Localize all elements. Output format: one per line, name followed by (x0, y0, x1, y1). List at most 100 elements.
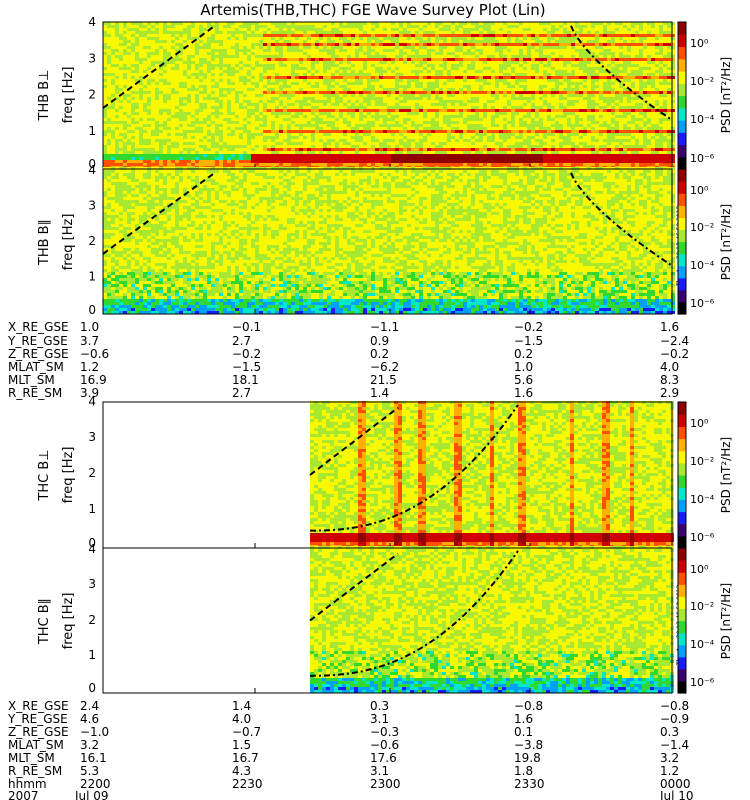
heatmap-cell (607, 142, 611, 145)
heatmap-cell (355, 67, 359, 70)
heatmap-cell (235, 163, 239, 166)
heatmap-cell (531, 94, 535, 97)
heatmap-cell (519, 82, 523, 85)
heatmap-cell (459, 76, 463, 79)
heatmap-cell (431, 103, 435, 106)
heatmap-cell (271, 67, 275, 70)
heatmap-cell (179, 145, 183, 148)
heatmap-cell (247, 115, 251, 118)
heatmap-cell (623, 100, 627, 103)
heatmap-cell (559, 82, 563, 85)
heatmap-cell (631, 148, 635, 151)
heatmap-cell (207, 97, 211, 100)
heatmap-cell (395, 136, 399, 139)
heatmap-cell (283, 118, 287, 121)
heatmap-cell (659, 154, 663, 157)
heatmap-cell (499, 112, 503, 115)
heatmap-cell (463, 142, 467, 145)
heatmap-cell (663, 79, 667, 82)
heatmap-cell (659, 67, 663, 70)
heatmap-cell (499, 160, 503, 163)
heatmap-cell (423, 88, 427, 91)
heatmap-cell (163, 133, 167, 136)
heatmap-cell (643, 91, 647, 94)
heatmap-cell (435, 160, 439, 163)
heatmap-cell (311, 118, 315, 121)
heatmap-cell (167, 97, 171, 100)
heatmap-cell (363, 97, 367, 100)
heatmap-cell (439, 139, 443, 142)
heatmap-cell (255, 73, 259, 76)
heatmap-cell (343, 82, 347, 85)
heatmap-cell (543, 127, 547, 130)
heatmap-cell (279, 103, 283, 106)
heatmap-cell (611, 130, 615, 133)
heatmap-cell (659, 94, 663, 97)
heatmap-cell (595, 112, 599, 115)
heatmap-cell (599, 130, 603, 133)
heatmap-cell (311, 148, 315, 151)
heatmap-cell (227, 127, 231, 130)
heatmap-cell (307, 103, 311, 106)
heatmap-cell (543, 103, 547, 106)
heatmap-cell (375, 124, 379, 127)
heatmap-cell (647, 109, 651, 112)
heatmap-cell (547, 148, 551, 151)
heatmap-cell (403, 100, 407, 103)
heatmap-cell (467, 151, 471, 154)
heatmap-cell (271, 154, 275, 157)
heatmap-cell (207, 88, 211, 91)
heatmap-cell (263, 109, 267, 112)
heatmap-cell (659, 157, 663, 160)
heatmap-cell (507, 112, 511, 115)
heatmap-cell (479, 64, 483, 67)
heatmap-cell (163, 145, 167, 148)
heatmap-cell (575, 103, 579, 106)
heatmap-cell (535, 85, 539, 88)
heatmap-cell (607, 106, 611, 109)
heatmap-cell (291, 79, 295, 82)
heatmap-cell (211, 76, 215, 79)
heatmap-cell (315, 148, 319, 151)
heatmap-cell (651, 118, 655, 121)
heatmap-cell (395, 115, 399, 118)
heatmap-cell (279, 151, 283, 154)
heatmap-cell (507, 124, 511, 127)
heatmap-cell (499, 127, 503, 130)
heatmap-cell (295, 100, 299, 103)
heatmap-cell (367, 157, 371, 160)
heatmap-cell (487, 67, 491, 70)
heatmap-cell (167, 118, 171, 121)
heatmap-cell (335, 124, 339, 127)
heatmap-cell (663, 67, 667, 70)
heatmap-cell (651, 127, 655, 130)
heatmap-cell (107, 160, 111, 163)
heatmap-cell (435, 100, 439, 103)
heatmap-cell (527, 160, 531, 163)
heatmap-cell (111, 142, 115, 145)
heatmap-cell (551, 76, 555, 79)
heatmap-cell (351, 94, 355, 97)
heatmap-cell (155, 139, 159, 142)
heatmap-cell (103, 142, 107, 145)
heatmap-cell (519, 148, 523, 151)
heatmap-cell (507, 109, 511, 112)
heatmap-cell (331, 112, 335, 115)
heatmap-cell (579, 109, 583, 112)
heatmap-cell (215, 103, 219, 106)
heatmap-cell (323, 82, 327, 85)
heatmap-cell (283, 106, 287, 109)
heatmap-cell (155, 124, 159, 127)
heatmap-cell (367, 100, 371, 103)
heatmap-cell (515, 109, 519, 112)
heatmap-cell (335, 67, 339, 70)
heatmap-cell (623, 88, 627, 91)
heatmap-cell (563, 115, 567, 118)
heatmap-cell (415, 103, 419, 106)
heatmap-cell (487, 94, 491, 97)
heatmap-cell (631, 85, 635, 88)
heatmap-cell (455, 133, 459, 136)
heatmap-cell (103, 73, 107, 76)
heatmap-cell (339, 91, 343, 94)
heatmap-cell (479, 136, 483, 139)
